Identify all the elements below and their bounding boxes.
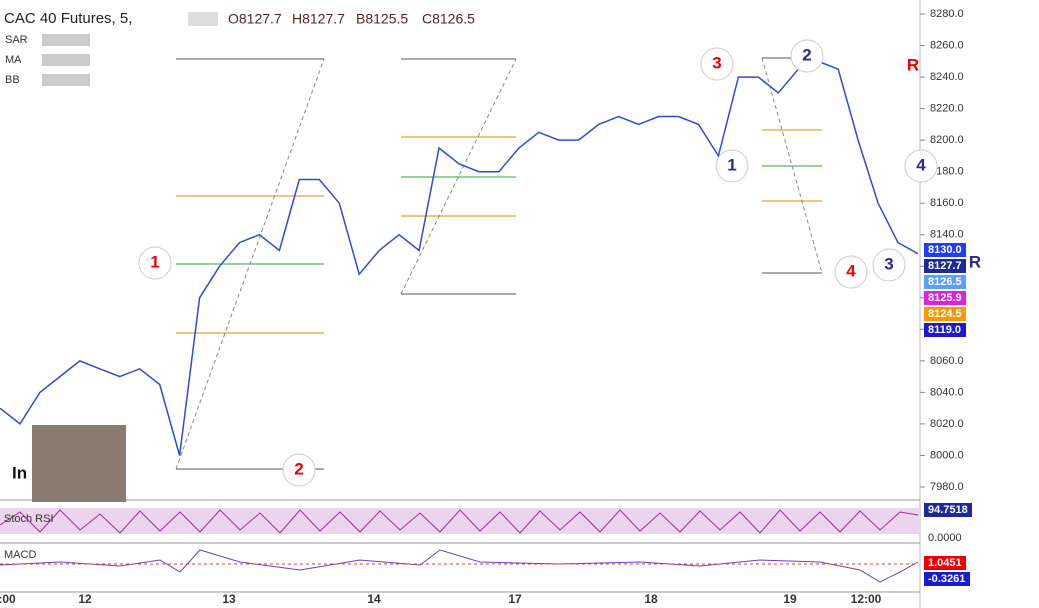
indicator-label[interactable]: MA bbox=[5, 54, 22, 66]
wave-label: 1 bbox=[727, 155, 736, 174]
wave-label: R bbox=[907, 55, 919, 74]
fib-lines bbox=[175, 57, 823, 470]
macd-name[interactable]: MACD bbox=[4, 549, 36, 561]
macd-badge bbox=[924, 556, 966, 570]
indicator-label[interactable]: SAR bbox=[5, 34, 28, 46]
y-tick-label: 8060.0 bbox=[930, 355, 964, 367]
stoch-band bbox=[0, 508, 920, 534]
y-tick-label: 8200.0 bbox=[930, 134, 964, 146]
wave-circle bbox=[834, 255, 868, 289]
dynamic: O8127.7 H8127.7 B8125.5 C8126.5 SAR MA BB 8280.… bbox=[0, 8, 981, 606]
price-badge bbox=[924, 291, 966, 305]
macd-value: 1.0451 bbox=[928, 557, 962, 569]
wave-label: 3 bbox=[712, 53, 721, 72]
wave-label: 2 bbox=[802, 45, 811, 64]
price-badge-label: 8125.9 bbox=[928, 292, 962, 304]
y-tick-label: 8220.0 bbox=[930, 103, 964, 115]
x-tick-label: 13 bbox=[222, 592, 236, 606]
x-tick-label: 14 bbox=[367, 592, 381, 606]
stoch-line bbox=[0, 509, 919, 534]
macd-line bbox=[0, 549, 919, 583]
y-tick-label: 8160.0 bbox=[930, 197, 964, 209]
wave-label: R bbox=[969, 252, 981, 271]
y-tick-label: 8240.0 bbox=[930, 71, 964, 83]
price-badge-label: 8124.5 bbox=[928, 308, 962, 320]
wave-circle bbox=[904, 149, 938, 183]
y-tick-label: 8000.0 bbox=[930, 449, 964, 461]
price-badge-label: 8130.0 bbox=[928, 244, 962, 256]
indicator-icons[interactable] bbox=[42, 54, 90, 66]
indicator-icons[interactable] bbox=[42, 34, 90, 46]
wave-circle bbox=[790, 39, 824, 73]
x-tick-label: 17 bbox=[508, 592, 522, 606]
price-badge bbox=[924, 307, 966, 321]
price-line bbox=[0, 60, 919, 456]
price-badge-label: 8119.0 bbox=[928, 324, 961, 336]
wave-label: 3 bbox=[884, 254, 893, 273]
wave-label: 1 bbox=[150, 252, 159, 271]
y-tick-label: 7980.0 bbox=[930, 481, 964, 493]
wave-circle bbox=[282, 453, 316, 487]
ohlc-value: C8126.5 bbox=[422, 11, 475, 27]
price-badge-label: 8127.7 bbox=[928, 260, 962, 272]
price-badge bbox=[924, 275, 966, 289]
y-tick-label: 8180.0 bbox=[930, 166, 964, 178]
symbol-title[interactable]: CAC 40 Futures, 5, bbox=[4, 10, 132, 27]
x-tick-label: 12:00 bbox=[851, 592, 882, 606]
y-tick-label: 8260.0 bbox=[930, 39, 964, 51]
wave-circle bbox=[715, 149, 749, 183]
ohlc-value: O8127.7 bbox=[228, 11, 282, 27]
wave-label: 4 bbox=[916, 155, 926, 174]
x-tick-label: 18 bbox=[644, 592, 658, 606]
wave-label: 2 bbox=[294, 459, 303, 478]
y-tick-label: 8020.0 bbox=[930, 418, 964, 430]
x-tick-label: 19 bbox=[783, 592, 797, 606]
price-badge bbox=[924, 243, 966, 257]
ohlc-value: H8127.7 bbox=[292, 11, 345, 27]
stoch-name[interactable]: Stoch RSI bbox=[4, 513, 54, 525]
macd-badge bbox=[924, 572, 970, 586]
stoch-value: 94.7518 bbox=[928, 504, 968, 516]
avatar-image bbox=[32, 425, 126, 502]
wave-circle bbox=[700, 47, 734, 81]
wave-circle bbox=[138, 246, 172, 280]
wave-circle bbox=[872, 248, 906, 282]
price-badge bbox=[924, 259, 966, 273]
price-badge-label: 8126.5 bbox=[928, 276, 962, 288]
header-icons[interactable] bbox=[188, 12, 218, 26]
indicator-label[interactable]: BB bbox=[5, 74, 20, 86]
stoch-value: 0.0000 bbox=[928, 532, 962, 544]
price-badge bbox=[924, 323, 966, 337]
stoch-badge bbox=[924, 503, 972, 517]
ohlc-value: B8125.5 bbox=[356, 11, 408, 27]
x-tick-label: :00 bbox=[0, 592, 16, 606]
y-tick-label: 8040.0 bbox=[930, 386, 964, 398]
wave-label: 4 bbox=[846, 261, 856, 280]
macd-value: -0.3261 bbox=[928, 573, 965, 585]
y-tick-label: 8280.0 bbox=[930, 8, 964, 20]
y-tick-label: 8140.0 bbox=[930, 229, 964, 241]
indicator-icons[interactable] bbox=[42, 74, 90, 86]
x-tick-label: 12 bbox=[78, 592, 92, 606]
logo-text: In bbox=[12, 463, 27, 482]
